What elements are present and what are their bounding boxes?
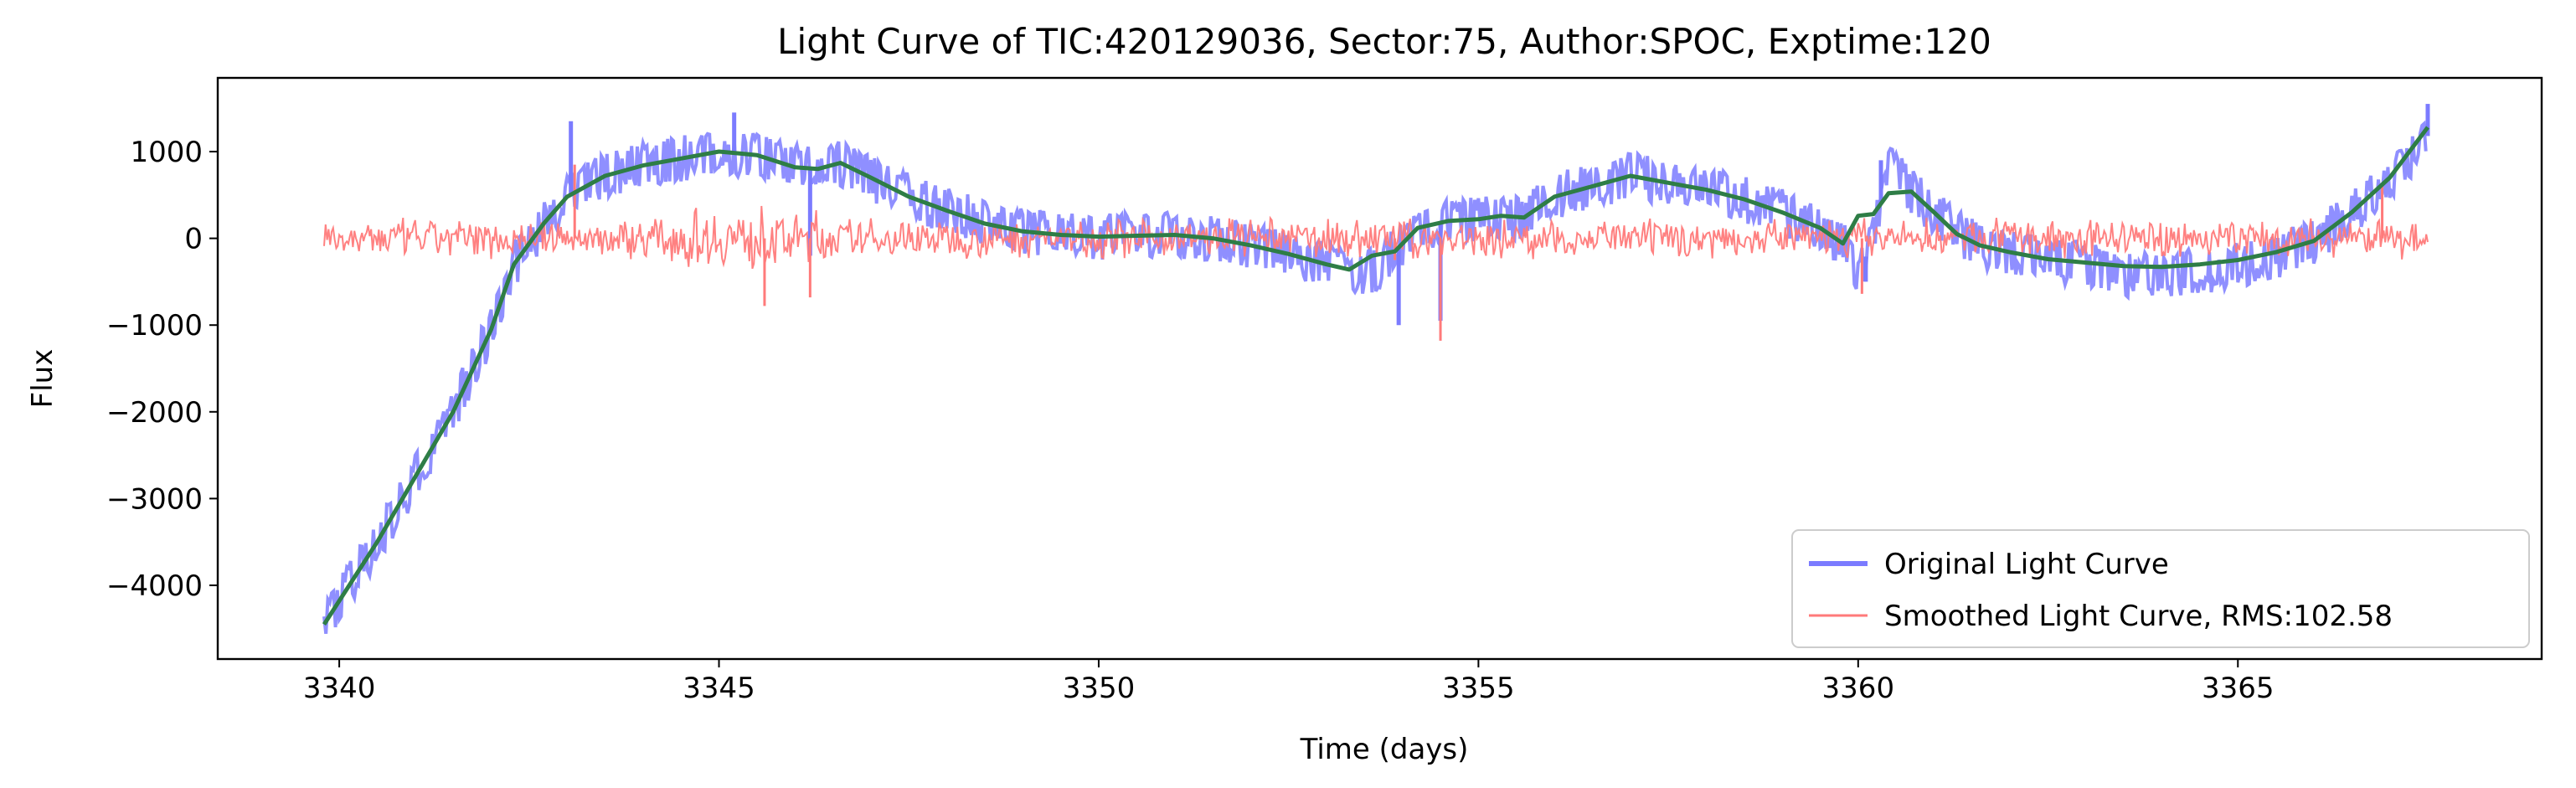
y-axis-label: Flux (26, 349, 59, 409)
legend-label: Original Light Curve (1884, 548, 2169, 581)
x-tick-label: 3355 (1442, 672, 1515, 705)
legend-box (1791, 529, 2530, 648)
legend: Original Light Curve Smoothed Light Curve… (1791, 529, 2530, 648)
y-tick-label: −4000 (106, 569, 203, 603)
y-tick-label: −1000 (106, 309, 203, 342)
plot-area (322, 104, 2430, 635)
y-axis: 1000 0 −1000 −2000 −3000 −4000 (106, 136, 218, 603)
x-tick-label: 3340 (303, 672, 376, 705)
y-tick-label: −3000 (106, 482, 203, 516)
plot-frame (216, 76, 2543, 661)
series-2 (322, 126, 2429, 626)
chart-title: Light Curve of TIC:420129036, Sector:75,… (777, 21, 1991, 62)
x-tick-label: 3365 (2202, 672, 2275, 705)
y-tick-label: −2000 (106, 396, 203, 430)
x-axis: 3340 3345 3350 3355 3360 3365 (303, 659, 2275, 705)
series-1 (323, 164, 2429, 341)
legend-label: Smoothed Light Curve, RMS:102.58 (1884, 600, 2393, 633)
x-tick-label: 3350 (1063, 672, 1136, 705)
y-tick-label: 1000 (130, 136, 203, 169)
x-tick-label: 3360 (1822, 672, 1895, 705)
x-axis-label: Time (days) (1300, 733, 1469, 766)
x-tick-label: 3345 (683, 672, 755, 705)
trend-line (322, 126, 2429, 626)
smoothed-curve-line (323, 205, 2429, 270)
y-tick-label: 0 (184, 223, 203, 256)
